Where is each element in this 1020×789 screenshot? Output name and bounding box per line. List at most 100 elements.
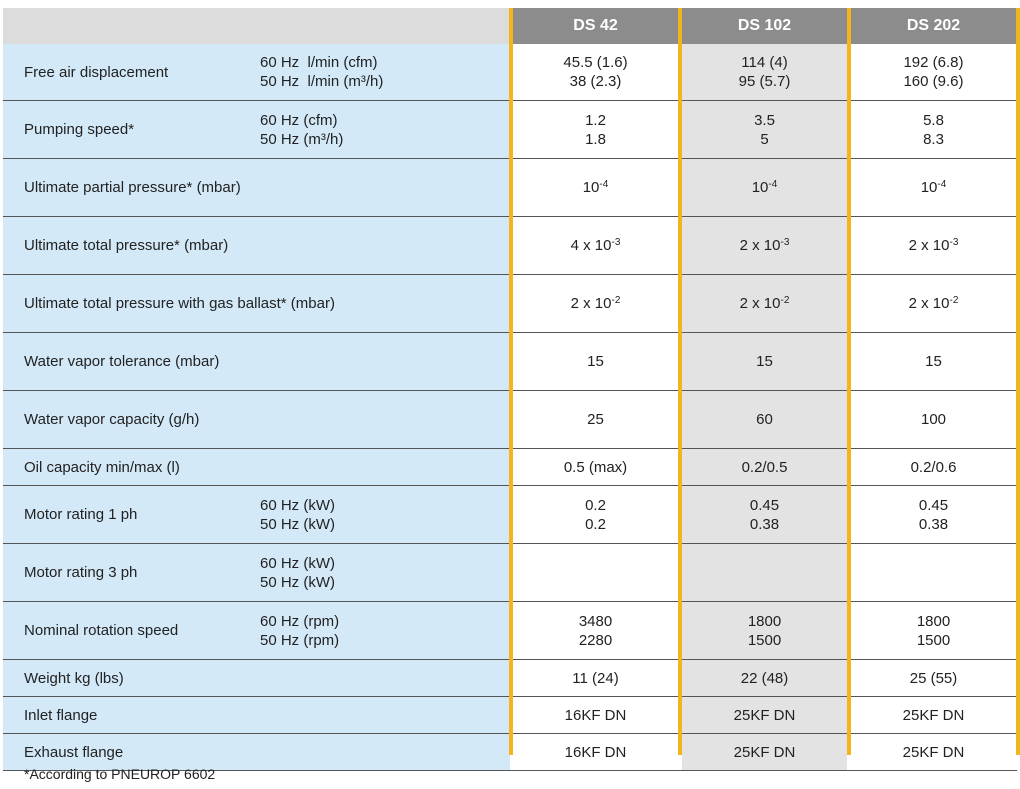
row-label: Free air displacement: [24, 63, 169, 81]
value-text: 1.8: [585, 130, 606, 148]
row-label-cell: Nominal rotation speed 60 Hz (rpm) 50 Hz (…: [3, 602, 510, 659]
value-cell: 16KF DN: [513, 734, 678, 770]
value-text: 0.45: [749, 496, 780, 514]
table-row: Nominal rotation speed 60 Hz (rpm) 50 Hz (…: [0, 602, 1020, 659]
table-row: Ultimate partial pressure* (mbar) 10-4 10-…: [0, 159, 1020, 216]
value-text: 4 x 10-3: [570, 237, 621, 254]
column-divider: [678, 8, 682, 755]
row-label-cell: Oil capacity min/max (l): [3, 449, 510, 485]
table-row: Ultimate total pressure* (mbar) 4 x 10-3 2…: [0, 217, 1020, 274]
value-cell: 22 (48): [682, 660, 847, 696]
value-cell: 25KF DN: [851, 734, 1016, 770]
value-text: 0.5 (max): [563, 458, 628, 476]
value-text: 160 (9.6): [903, 73, 964, 90]
value-cell: 3480 2280: [513, 602, 678, 659]
value-text: 0.45: [918, 496, 949, 514]
row-label: Motor rating 3 ph: [24, 564, 138, 581]
value-cell: [851, 544, 1016, 601]
value-cell: 0.2/0.6: [851, 449, 1016, 485]
row-units: 60 Hz (kW) 50 Hz (kW): [260, 486, 335, 543]
row-label: Ultimate total pressure with gas ballast…: [24, 295, 335, 312]
value-text: 25KF DN: [733, 706, 796, 724]
row-label: Pumping speed*: [24, 121, 135, 138]
value-cell: 45.5 (1.6) 38 (2.3): [513, 44, 678, 100]
value-text: 114 (4): [741, 54, 788, 71]
value-cell: 15: [851, 333, 1016, 390]
header-blank: [3, 8, 510, 44]
value-text: 2 x 10-2: [570, 295, 621, 312]
row-units: 60 Hz (cfm) 50 Hz (m³/h): [260, 101, 343, 158]
value-cell: 15: [682, 333, 847, 390]
table-row: Motor rating 1 ph 60 Hz (kW) 50 Hz (kW) 0.2…: [0, 486, 1020, 543]
row-label: Water vapor tolerance (mbar): [24, 353, 220, 370]
value-cell: 10-4: [851, 159, 1016, 216]
row-label-cell: Ultimate partial pressure* (mbar): [3, 159, 510, 216]
value-text: 16KF DN: [564, 706, 627, 724]
value-cell: 25 (55): [851, 660, 1016, 696]
row-units: 60 Hz (kW) 50 Hz (kW): [260, 544, 335, 601]
value-cell: 25: [513, 391, 678, 448]
table-row: Free air displacement 60 Hz l/min (cfm) 50…: [0, 44, 1020, 100]
row-label: Oil capacity min/max (l): [24, 458, 180, 476]
value-text: 2280: [578, 631, 613, 649]
value-cell: 2 x 10-3: [682, 217, 847, 274]
value-text: 1.2: [585, 111, 606, 129]
value-text: 25KF DN: [902, 743, 965, 761]
row-label: Water vapor capacity (g/h): [24, 411, 200, 428]
unit-text: 50 Hz (kW): [260, 573, 335, 591]
value-text: 2 x 10-3: [739, 237, 790, 254]
row-label: Nominal rotation speed: [24, 622, 179, 639]
row-units: 60 Hz l/min (cfm) 50 Hz l/min (m³/h): [260, 44, 383, 100]
table-row: Oil capacity min/max (l) 0.5 (max) 0.2/0.5…: [0, 449, 1020, 485]
value-text: 25KF DN: [733, 743, 796, 761]
unit-text: 50 Hz l/min (m³/h): [260, 73, 384, 90]
table-row: Motor rating 3 ph 60 Hz (kW) 50 Hz (kW): [0, 544, 1020, 601]
value-cell: 2 x 10-2: [513, 275, 678, 332]
value-cell: 25KF DN: [851, 697, 1016, 733]
table-row: Inlet flange 16KF DN 25KF DN 25KF DN: [0, 697, 1020, 733]
value-text: 0.2/0.5: [741, 458, 788, 476]
value-text: 15: [587, 353, 604, 370]
row-label: Ultimate partial pressure* (mbar): [24, 179, 241, 196]
footnote: *According to PNEUROP 6602: [24, 766, 216, 782]
table-row: Water vapor tolerance (mbar) 15 15 15: [0, 333, 1020, 390]
value-cell: 1800 1500: [682, 602, 847, 659]
value-text: 25KF DN: [902, 706, 965, 724]
row-label-cell: Water vapor tolerance (mbar): [3, 333, 510, 390]
value-text: 10-4: [920, 179, 947, 196]
value-text: 45.5 (1.6): [563, 54, 628, 71]
value-cell: 0.5 (max): [513, 449, 678, 485]
value-text: 1500: [916, 631, 951, 649]
value-text: 2 x 10-3: [908, 237, 959, 254]
column-header: DS 102: [682, 8, 847, 44]
value-text: 2 x 10-2: [908, 295, 959, 312]
value-cell: 25KF DN: [682, 734, 847, 770]
value-text: 10-4: [582, 179, 609, 196]
value-cell: 4 x 10-3: [513, 217, 678, 274]
value-text: 38 (2.3): [569, 73, 622, 90]
table-header: DS 42 DS 102 DS 202: [0, 8, 1020, 44]
value-text: 1800: [747, 612, 782, 630]
value-text: 95 (5.7): [738, 73, 791, 90]
unit-text: 50 Hz (m³/h): [260, 130, 344, 148]
value-cell: 1800 1500: [851, 602, 1016, 659]
value-text: 11 (24): [572, 669, 619, 687]
value-cell: 60: [682, 391, 847, 448]
row-label-cell: Pumping speed* 60 Hz (cfm) 50 Hz (m³/h): [3, 101, 510, 158]
row-label-cell: Free air displacement 60 Hz l/min (cfm) 50…: [3, 44, 510, 100]
value-cell: 25KF DN: [682, 697, 847, 733]
value-text: 8.3: [923, 130, 944, 148]
unit-text: 60 Hz (kW): [260, 554, 335, 572]
value-cell: 0.2 0.2: [513, 486, 678, 543]
value-cell: [513, 544, 678, 601]
row-label-cell: Motor rating 1 ph 60 Hz (kW) 50 Hz (kW): [3, 486, 510, 543]
value-cell: 100: [851, 391, 1016, 448]
row-divider: [3, 770, 1017, 771]
value-cell: 3.5 5: [682, 101, 847, 158]
value-text: 0.38: [918, 515, 949, 533]
unit-text: 60 Hz (cfm): [260, 111, 338, 129]
value-cell: 0.2/0.5: [682, 449, 847, 485]
value-text: 15: [756, 353, 773, 370]
row-units: 60 Hz (rpm) 50 Hz (rpm): [260, 602, 339, 659]
value-text: 5.8: [923, 111, 944, 129]
